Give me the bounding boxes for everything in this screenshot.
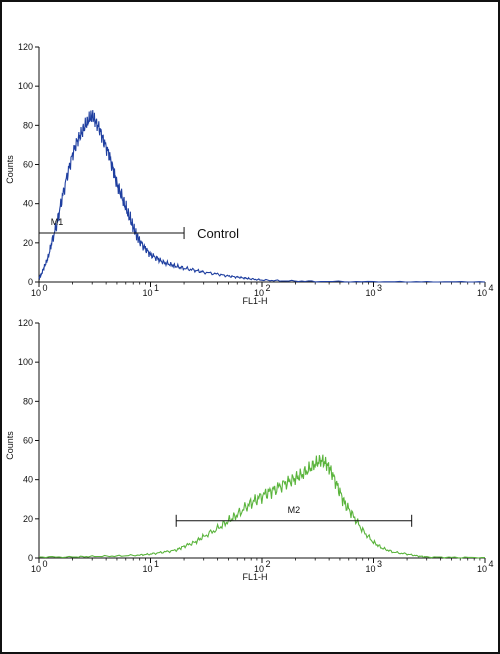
x-axis-title: FL1-H <box>242 572 267 582</box>
x-tick-exponent: 2 <box>265 559 270 569</box>
x-axis-title: FL1-H <box>242 296 267 306</box>
y-tick-label: 80 <box>23 120 33 130</box>
y-tick-label: 0 <box>28 277 33 287</box>
y-tick-label: 100 <box>18 81 33 91</box>
x-tick-exponent: 4 <box>488 559 493 569</box>
x-tick-label: 10 <box>254 288 264 298</box>
x-tick-exponent: 1 <box>154 559 159 569</box>
y-tick-label: 40 <box>23 199 33 209</box>
x-tick-label: 10 <box>142 564 152 574</box>
y-axis-title: Counts <box>5 155 15 184</box>
x-tick-label: 10 <box>142 288 152 298</box>
y-tick-label: 80 <box>23 396 33 406</box>
x-tick-label: 10 <box>31 564 41 574</box>
y-tick-label: 120 <box>18 42 33 52</box>
x-tick-exponent: 0 <box>42 559 47 569</box>
x-tick-label: 10 <box>31 288 41 298</box>
x-tick-exponent: 1 <box>154 283 159 293</box>
y-tick-label: 20 <box>23 238 33 248</box>
histogram-series-line <box>38 454 486 559</box>
x-tick-label: 10 <box>477 564 487 574</box>
x-tick-exponent: 4 <box>488 283 493 293</box>
y-tick-label: 0 <box>28 553 33 563</box>
y-tick-label: 120 <box>18 318 33 328</box>
x-tick-label: 10 <box>365 288 375 298</box>
x-tick-exponent: 3 <box>377 283 382 293</box>
x-tick-label: 10 <box>365 564 375 574</box>
y-tick-label: 100 <box>18 357 33 367</box>
histogram-series-line <box>38 110 486 283</box>
marker-label: M2 <box>288 505 301 515</box>
marker-label: M1 <box>51 217 64 227</box>
x-tick-exponent: 0 <box>42 283 47 293</box>
x-tick-exponent: 2 <box>265 283 270 293</box>
x-tick-label: 10 <box>477 288 487 298</box>
x-tick-label: 10 <box>254 564 264 574</box>
x-tick-exponent: 3 <box>377 559 382 569</box>
y-tick-label: 40 <box>23 475 33 485</box>
y-axis-title: Counts <box>5 431 15 460</box>
control-annotation: Control <box>197 226 239 241</box>
y-tick-label: 60 <box>23 160 33 170</box>
y-tick-label: 20 <box>23 514 33 524</box>
y-tick-label: 60 <box>23 436 33 446</box>
